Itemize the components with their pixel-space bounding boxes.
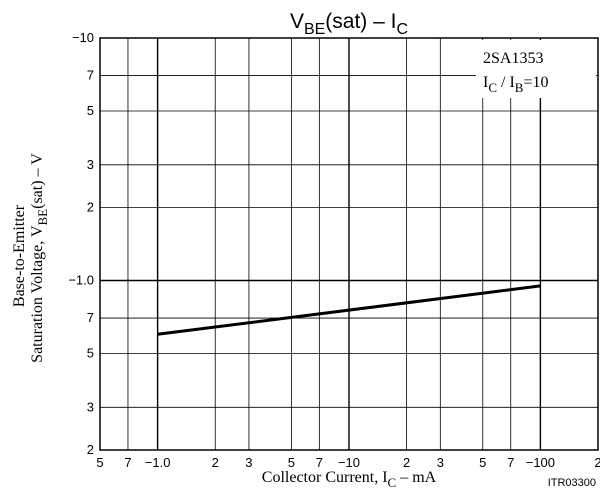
x-tick-label: 2 bbox=[403, 455, 410, 470]
y-axis-label-line1: Base-to-Emitter bbox=[11, 204, 28, 307]
x-tick-label: 2 bbox=[594, 455, 600, 470]
y-tick-label: 7 bbox=[87, 310, 94, 325]
y-tick-label: 5 bbox=[87, 345, 94, 360]
x-tick-label: 5 bbox=[288, 455, 295, 470]
y-tick-label: −10 bbox=[72, 30, 94, 45]
y-tick-label: 7 bbox=[87, 68, 94, 83]
series bbox=[157, 284, 541, 336]
y-tick-label: 5 bbox=[87, 103, 94, 118]
x-tick-label: −10 bbox=[338, 455, 360, 470]
y-tick-label: 3 bbox=[87, 399, 94, 414]
x-tick-label: 7 bbox=[507, 455, 514, 470]
x-tick-label: 2 bbox=[212, 455, 219, 470]
y-tick-label: 2 bbox=[87, 442, 94, 457]
y-axis-label-line2: Saturation Voltage, VBE(sat) – V bbox=[29, 153, 50, 363]
chart-title: VBE(sat) – IC bbox=[290, 10, 408, 38]
plot-frame bbox=[99, 37, 599, 451]
x-axis-label: Collector Current, IC – mA bbox=[262, 469, 437, 490]
x-tick-label: −100 bbox=[526, 455, 555, 470]
x-tick-label: 5 bbox=[96, 455, 103, 470]
x-tick-label: 7 bbox=[124, 455, 131, 470]
figure-code: ITR03300 bbox=[548, 477, 596, 489]
x-tick-label: 5 bbox=[479, 455, 486, 470]
y-tick-label: 3 bbox=[87, 157, 94, 172]
y-tick-label: 2 bbox=[87, 200, 94, 215]
legend-part-number: 2SA1353 bbox=[483, 50, 543, 67]
x-tick-label: −1.0 bbox=[145, 455, 171, 470]
grid bbox=[100, 38, 598, 450]
legend-box bbox=[476, 40, 596, 98]
x-tick-label: 3 bbox=[245, 455, 252, 470]
x-tick-label: 3 bbox=[437, 455, 444, 470]
y-tick-label: −1.0 bbox=[68, 272, 94, 287]
series-line bbox=[157, 284, 541, 336]
x-tick-label: 7 bbox=[316, 455, 323, 470]
legend-condition: IC / IB=10 bbox=[483, 74, 548, 95]
tick-labels: 5 7 −1.0 2 3 5 7 −10 2 3 5 7 −100 2 2 3 5 7 −1.0 2 3 5 7 −10 bbox=[68, 30, 600, 470]
